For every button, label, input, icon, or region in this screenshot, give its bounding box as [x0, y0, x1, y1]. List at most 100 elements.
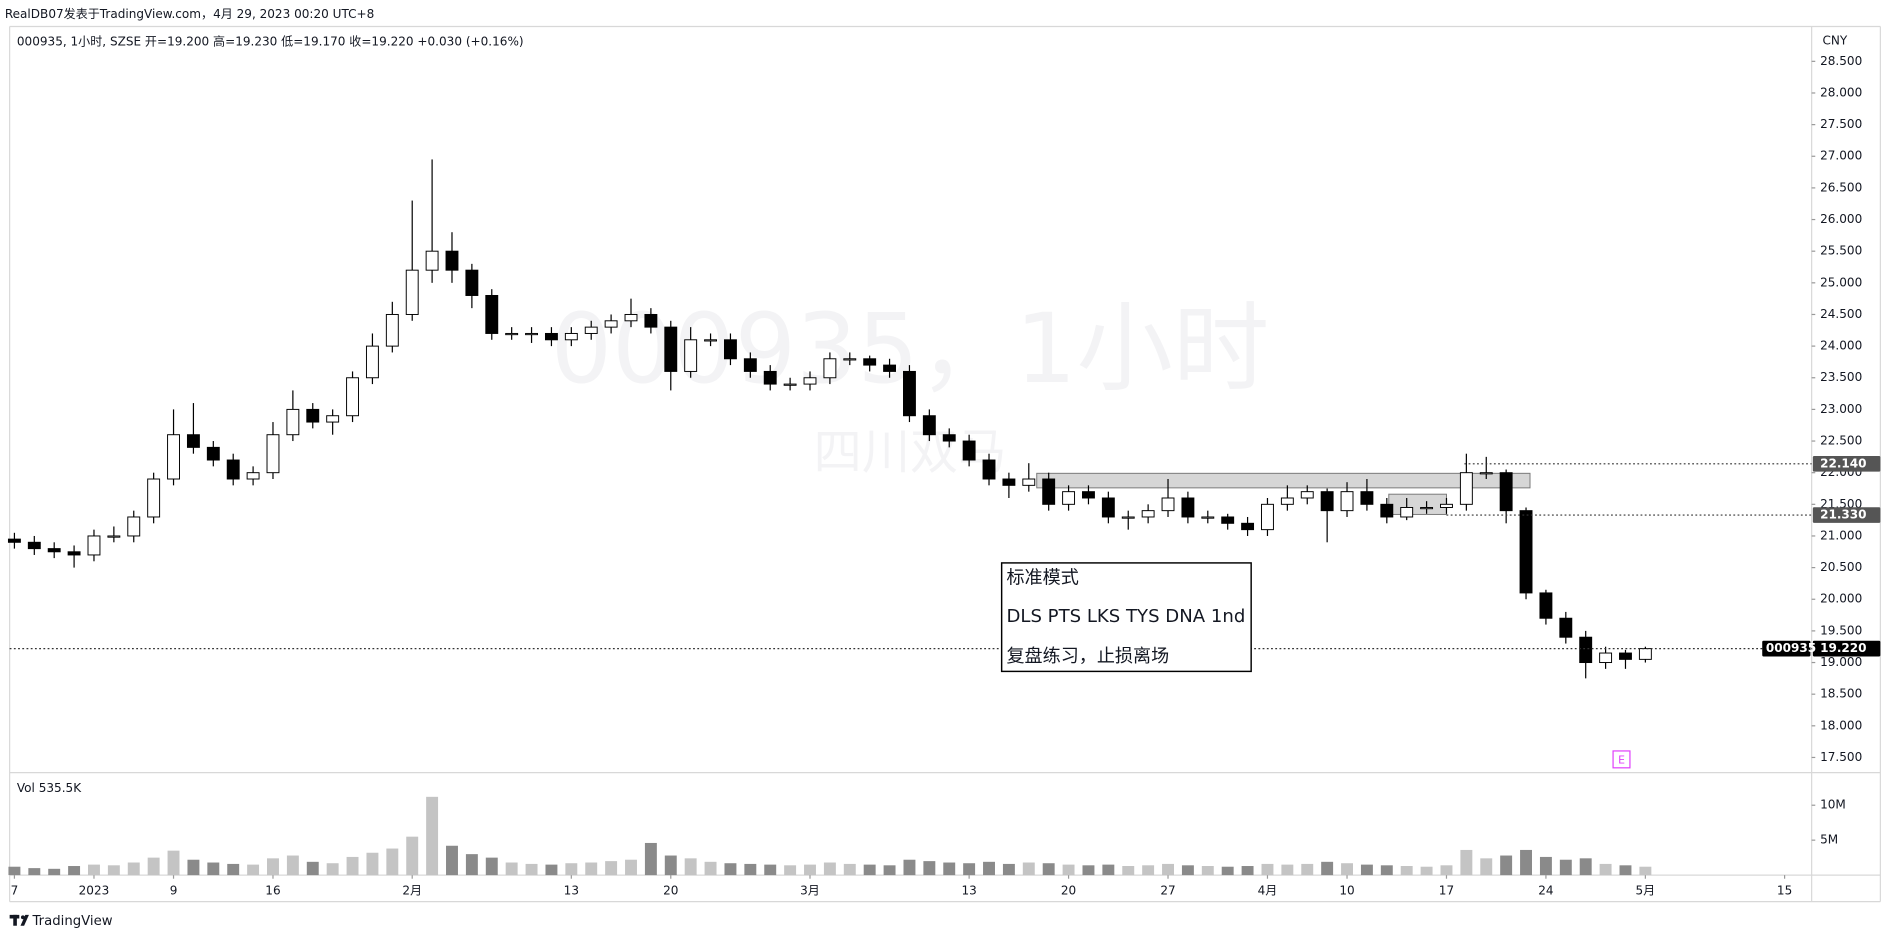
- candle-body: [723, 339, 737, 360]
- volume-bar: [1301, 863, 1314, 876]
- logo: [9, 914, 29, 926]
- volume-bar: [903, 859, 916, 876]
- volume-bar: [366, 852, 379, 876]
- candle-body: [883, 364, 897, 372]
- candle-body: [823, 358, 837, 379]
- candle-body: [843, 358, 857, 361]
- candle-body: [107, 535, 121, 538]
- candle-body: [127, 516, 141, 537]
- volume-bar: [704, 861, 717, 876]
- candle-body: [1121, 516, 1135, 519]
- price-label-bg: [1812, 455, 1881, 472]
- candle-body: [544, 332, 558, 341]
- volume-label: Vol 535.5K: [17, 781, 82, 795]
- y-tick-label: 19.500: [1820, 623, 1862, 637]
- x-tick-label: 13: [564, 883, 579, 897]
- candle-body: [1201, 516, 1215, 519]
- volume-bar: [1082, 865, 1095, 876]
- candle-body: [1579, 636, 1593, 664]
- price-label: 22.140: [1820, 456, 1867, 470]
- y-tick-label: 24.000: [1820, 339, 1862, 353]
- candle-body: [1141, 510, 1155, 518]
- candle-body: [664, 326, 678, 372]
- candle-body: [1559, 617, 1573, 638]
- volume-bar: [147, 857, 160, 876]
- legend: 000935, 1小时, SZSE 开=19.200 高=19.230 低=19…: [17, 34, 524, 49]
- candle-body: [604, 320, 618, 328]
- volume-bar: [88, 864, 100, 876]
- candle-body: [1400, 507, 1414, 518]
- volume-bar: [8, 866, 21, 876]
- candle-body: [7, 538, 21, 543]
- note-box: [1000, 562, 1252, 673]
- candle-body: [962, 440, 976, 461]
- candle-body: [226, 459, 240, 480]
- x-tick-label: 3月: [800, 883, 820, 897]
- volume-bar: [465, 854, 478, 876]
- volume-bar: [1400, 866, 1413, 876]
- x-tick-label: 9: [170, 883, 178, 897]
- volume-bar: [426, 796, 439, 876]
- x-tick-label: 20: [1061, 883, 1076, 897]
- y-tick-label: 24.500: [1820, 307, 1862, 321]
- price-label: 19.220: [1820, 641, 1867, 655]
- candle-body: [1320, 491, 1334, 512]
- candle-body: [1599, 652, 1613, 664]
- volume-bar: [1201, 866, 1214, 876]
- candle-body: [564, 332, 578, 341]
- candle-body: [186, 434, 200, 448]
- x-tick-label: 2月: [402, 883, 422, 897]
- volume-bar: [1639, 866, 1652, 876]
- candle-body: [783, 383, 797, 386]
- candle-body: [1241, 522, 1255, 531]
- candle-body: [1519, 510, 1533, 594]
- volume-bar: [883, 865, 896, 876]
- y-tick-label: 26.000: [1820, 212, 1862, 226]
- y-tick-label: 27.500: [1820, 117, 1862, 131]
- volume-bar: [585, 862, 598, 876]
- y-tick-label: 28.000: [1820, 85, 1862, 99]
- volume-bar: [167, 850, 180, 876]
- volume-bar: [286, 855, 299, 876]
- volume-bar: [127, 862, 140, 876]
- volume-bar: [1142, 865, 1155, 876]
- volume-bar: [386, 848, 399, 876]
- zone: [1036, 472, 1531, 489]
- candle-body: [763, 370, 777, 385]
- x-tick-label: 4月: [1258, 883, 1278, 897]
- volume-bar: [48, 868, 61, 876]
- candle-body: [1261, 503, 1274, 531]
- candle-body: [326, 415, 340, 423]
- volume-bar: [1122, 866, 1135, 876]
- candle-body: [206, 446, 220, 461]
- candle-body: [584, 326, 598, 334]
- volume-bar: [943, 862, 956, 876]
- volume-bar: [1599, 863, 1612, 876]
- volume-bar: [446, 845, 458, 876]
- candle-body: [1101, 497, 1115, 518]
- volume-bar: [1380, 865, 1393, 876]
- candle-body: [405, 269, 419, 315]
- candle-body: [863, 358, 877, 366]
- y-tick-label: 22.500: [1820, 434, 1862, 448]
- candle-body: [167, 434, 180, 480]
- volume-bar: [187, 859, 200, 876]
- volume-bar: [843, 863, 856, 876]
- volume-bar: [1162, 863, 1174, 876]
- volume-bar: [644, 842, 657, 876]
- symbol-label: 000935: [1766, 641, 1816, 655]
- volume-bar: [406, 836, 419, 876]
- volume-bar: [1042, 863, 1055, 876]
- volume-bar: [1341, 863, 1353, 876]
- y-tick-label: 27.000: [1820, 149, 1862, 163]
- x-tick-label: 24: [1538, 883, 1553, 897]
- volume-bar: [1062, 864, 1075, 876]
- y-tick-label: 19.000: [1820, 655, 1862, 669]
- volume-bar: [1460, 849, 1473, 876]
- volume-bar: [326, 863, 339, 876]
- candle-body: [1181, 497, 1195, 518]
- volume-bar: [1440, 865, 1453, 876]
- symbol-label-bg: [1762, 640, 1811, 657]
- x-tick-label: 13: [961, 883, 976, 897]
